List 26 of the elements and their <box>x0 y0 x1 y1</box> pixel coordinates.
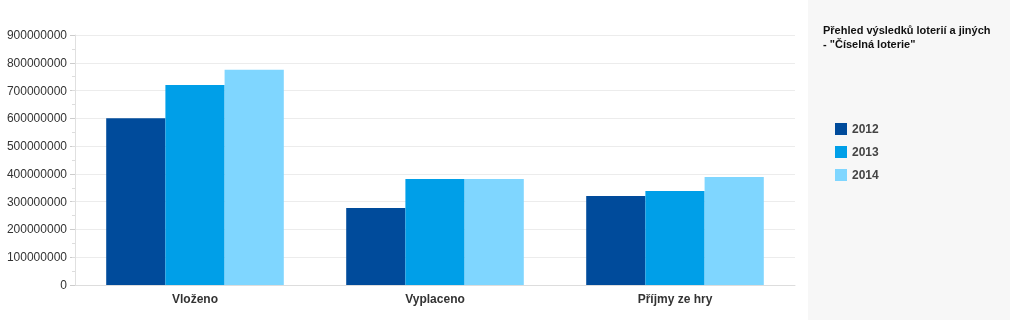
x-tick-label: Příjmy ze hry <box>637 292 713 306</box>
y-tick-label: 0 <box>60 278 68 292</box>
bar <box>464 178 524 285</box>
bar <box>224 69 284 285</box>
y-tick-label: 800000000 <box>6 55 68 70</box>
bar <box>645 191 705 285</box>
bar <box>165 85 225 285</box>
bar <box>586 196 646 285</box>
x-tick-label: Vyplaceno <box>405 292 465 306</box>
y-tick-label: 200000000 <box>6 222 68 237</box>
y-tick-label: 700000000 <box>6 83 68 98</box>
x-tick-label: Vloženo <box>171 292 219 306</box>
y-tick-label: 500000000 <box>6 139 68 154</box>
legend-label: 2014 <box>852 168 880 182</box>
bar <box>106 118 166 285</box>
text: Přehled výsledků loterií a jiných - "Číselná loterie" <box>823 24 991 50</box>
y-tick-label: 900000000 <box>6 28 68 42</box>
y-tick-label: 100000000 <box>6 250 68 265</box>
bar <box>346 208 406 285</box>
legend-label: 2012 <box>852 122 880 136</box>
legend-label: 2013 <box>852 145 880 159</box>
bar <box>405 178 465 285</box>
y-tick-label: 600000000 <box>6 111 68 126</box>
y-tick-label: 400000000 <box>6 166 68 181</box>
bar <box>704 176 764 285</box>
y-tick-label: 300000000 <box>6 194 68 209</box>
